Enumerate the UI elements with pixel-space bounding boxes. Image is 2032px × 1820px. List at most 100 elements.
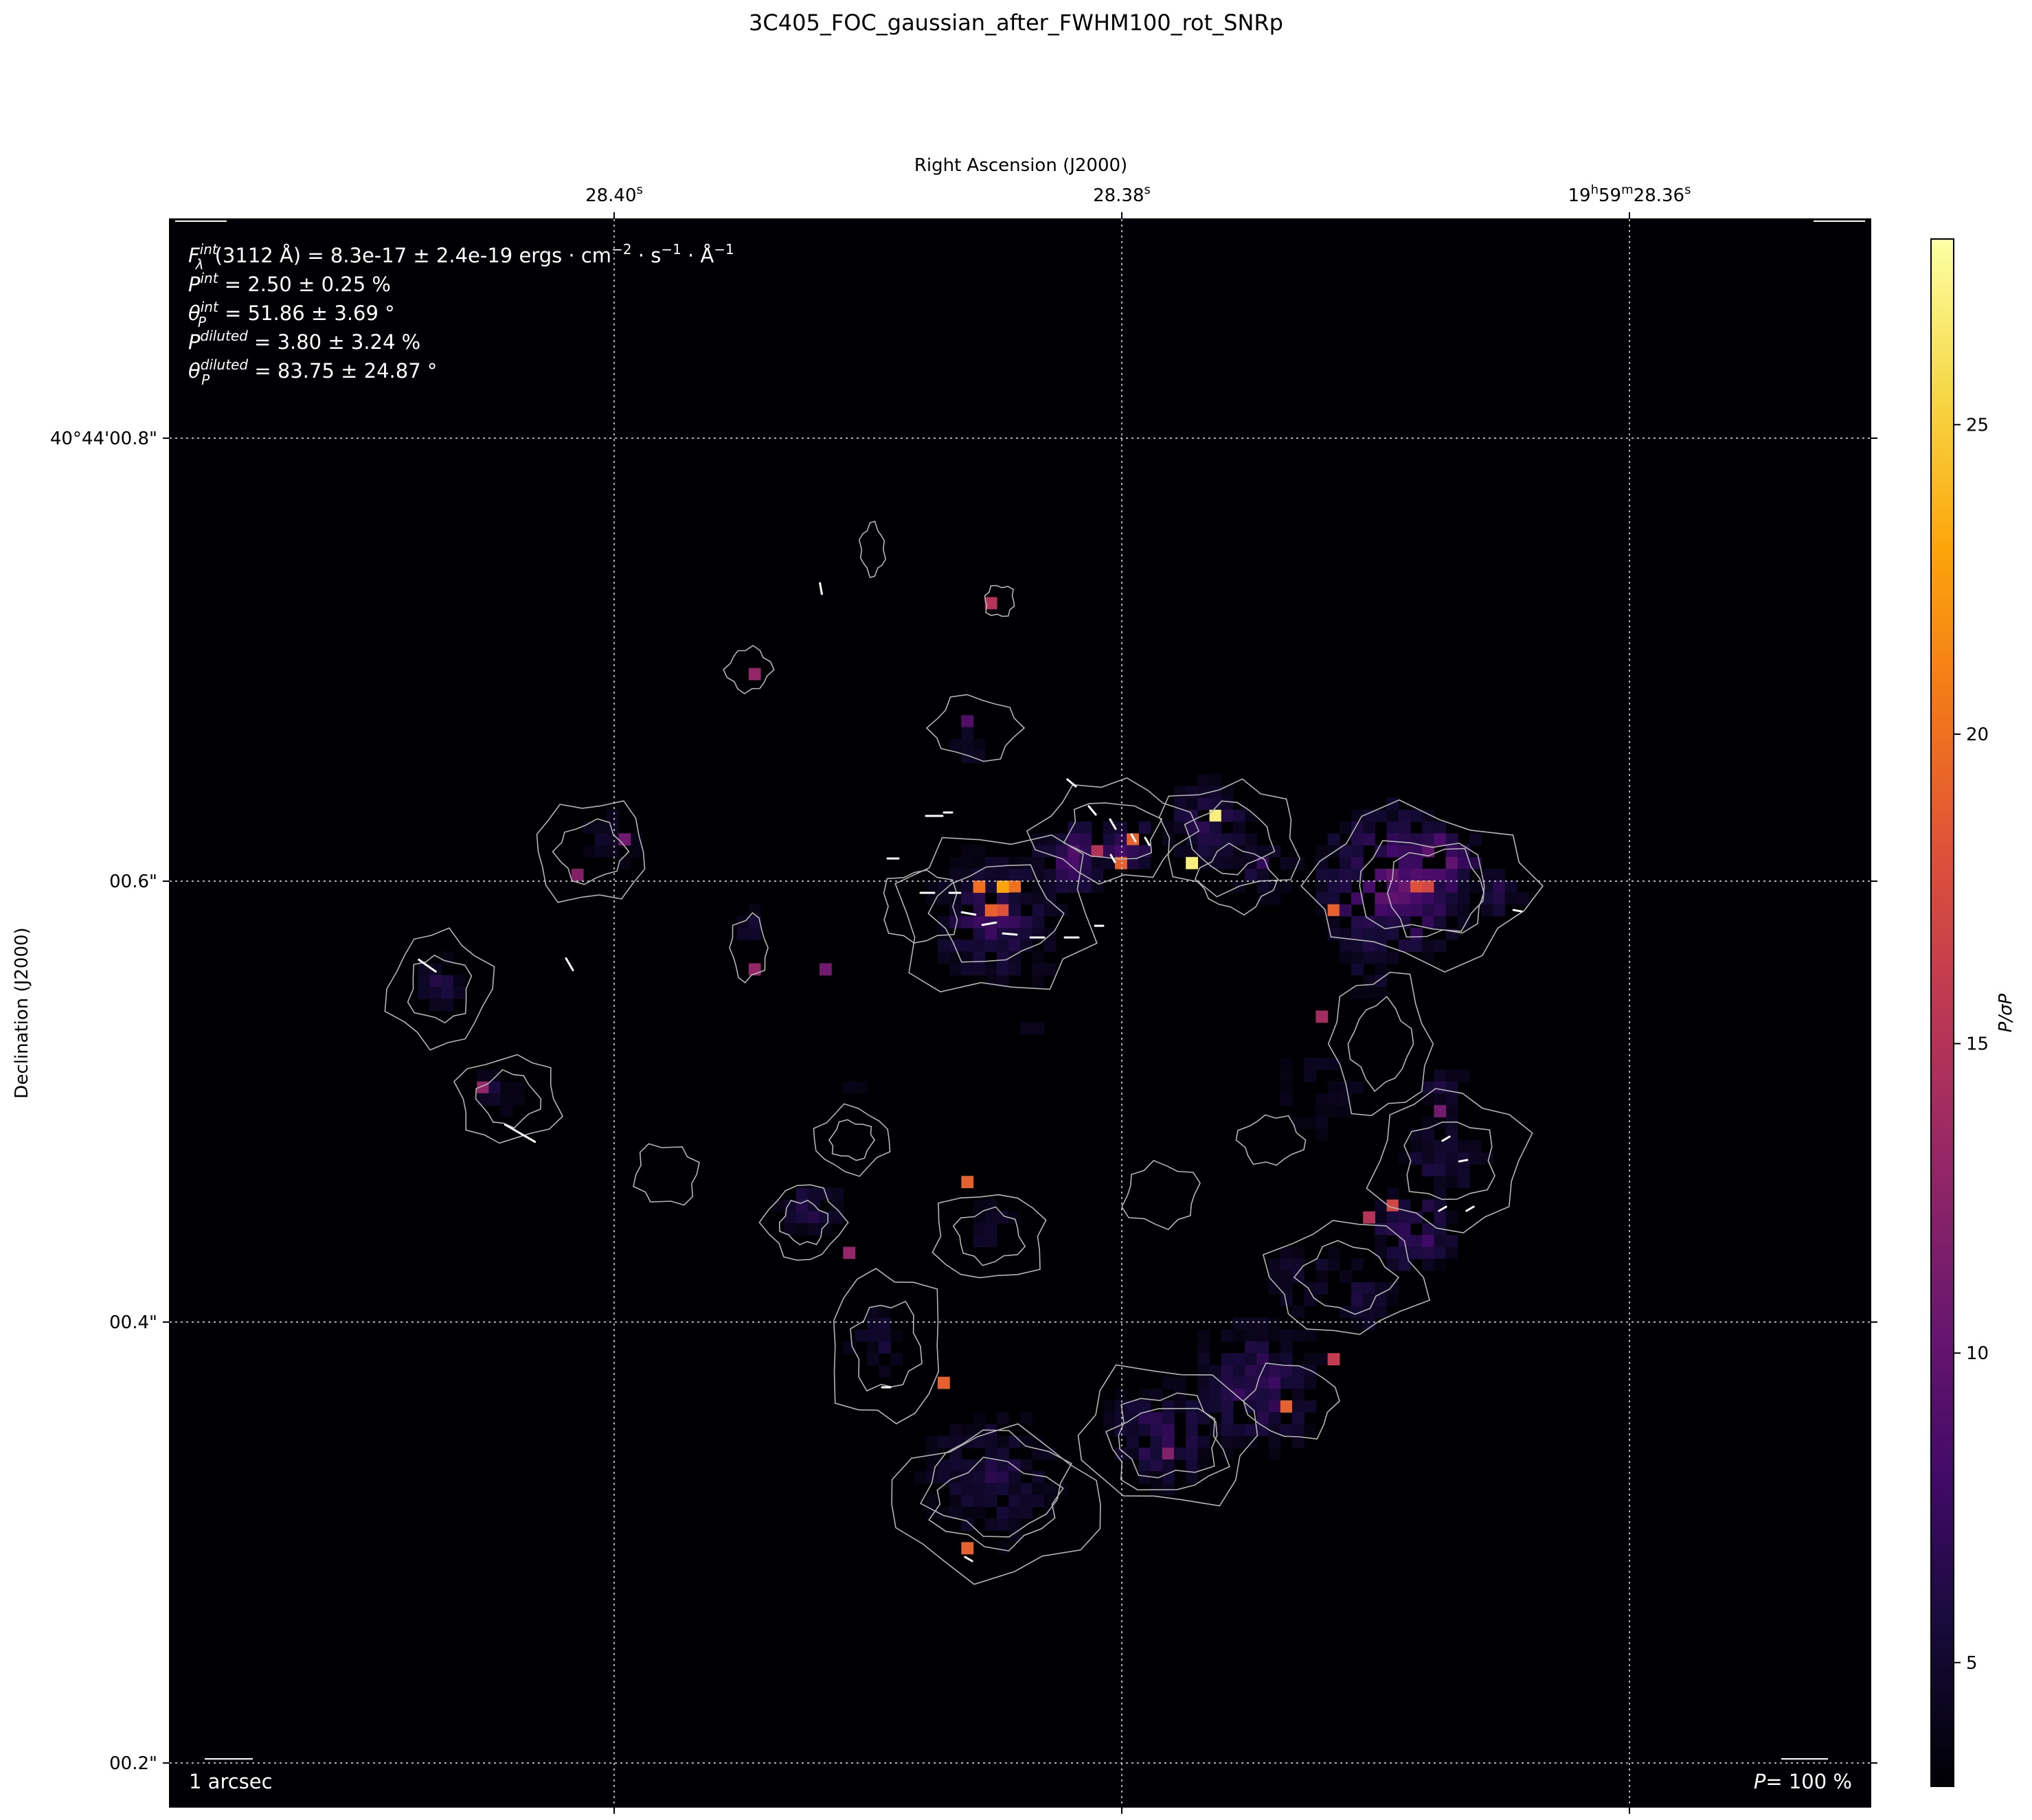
snr-pixel bbox=[1209, 797, 1222, 810]
snr-pixel bbox=[1150, 1435, 1163, 1448]
snr-pixel bbox=[1245, 845, 1257, 858]
stat-theta-diluted: θdiluted P = 83.75 ± 24.87 ° bbox=[188, 356, 437, 388]
snr-pixel bbox=[1162, 1400, 1175, 1413]
snr-pixel bbox=[984, 1518, 997, 1531]
snr-pixel bbox=[1008, 951, 1021, 964]
chart-title: 3C405_FOC_gaussian_after_FWHM100_rot_SNR… bbox=[749, 10, 1283, 36]
snr-pixel bbox=[1008, 1530, 1021, 1543]
snr-pixel bbox=[1008, 904, 1021, 917]
snr-pixel bbox=[1292, 1435, 1305, 1448]
snr-pixel bbox=[1351, 940, 1364, 952]
snr-pixel bbox=[1398, 821, 1411, 834]
snr-pixel bbox=[1032, 915, 1045, 929]
snr-pixel bbox=[1363, 1282, 1375, 1295]
snr-pixel bbox=[748, 928, 761, 940]
snr-pixel bbox=[1127, 845, 1139, 858]
snr-pixel bbox=[938, 892, 950, 905]
snr-pixel bbox=[1386, 915, 1399, 929]
snr-pixel bbox=[477, 1093, 489, 1106]
snr-pixel bbox=[1375, 1199, 1388, 1212]
snr-pixel bbox=[1445, 880, 1458, 893]
snr-pixel bbox=[1245, 1317, 1257, 1330]
snr-pixel bbox=[1186, 1471, 1198, 1483]
snr-pixel bbox=[1351, 821, 1364, 834]
snr-pixel bbox=[973, 738, 986, 751]
snr-pixel bbox=[1422, 1128, 1434, 1141]
snr-pixel bbox=[1386, 880, 1399, 893]
snr-pixel bbox=[1434, 833, 1447, 846]
snr-pixel bbox=[784, 1211, 797, 1224]
snr-pixel bbox=[1103, 856, 1116, 869]
snr-pixel bbox=[973, 1223, 986, 1236]
colorbar-tick-label-15: 15 bbox=[1966, 1034, 1989, 1055]
snr-pixel bbox=[984, 1211, 997, 1224]
snr-pixel bbox=[1043, 892, 1057, 905]
snr-pixel bbox=[1280, 1329, 1293, 1342]
snr-pixel bbox=[1245, 856, 1257, 869]
snr-pixel bbox=[997, 1542, 1009, 1555]
x-tick-label-2: 28.38s bbox=[1093, 183, 1151, 206]
snr-pixel bbox=[1162, 833, 1175, 846]
snr-pixel bbox=[1386, 1211, 1399, 1224]
snr-pixel bbox=[1197, 797, 1210, 810]
snr-pixel bbox=[607, 833, 620, 846]
snr-pixel bbox=[1186, 1459, 1198, 1472]
contour-line bbox=[1347, 996, 1414, 1092]
snr-pixel bbox=[961, 915, 974, 929]
snr-pixel bbox=[1316, 1010, 1329, 1023]
snr-pixel bbox=[1445, 1176, 1458, 1188]
snr-pixel bbox=[984, 1471, 997, 1483]
x-tick-label-1: 28.40s bbox=[585, 183, 643, 206]
snr-pixel bbox=[879, 1306, 891, 1319]
snr-pixel bbox=[1375, 951, 1388, 964]
snr-pixel bbox=[1386, 833, 1399, 846]
snr-pixel bbox=[1268, 1435, 1281, 1448]
snr-pixel bbox=[1304, 1400, 1316, 1413]
polarization-vector bbox=[1144, 837, 1151, 846]
snr-pixel bbox=[1043, 904, 1057, 917]
snr-pixel bbox=[997, 904, 1009, 917]
snr-pixel bbox=[1245, 869, 1257, 881]
snr-pixel bbox=[807, 1187, 820, 1201]
snr-pixel bbox=[973, 915, 986, 929]
snr-pixel bbox=[1280, 1058, 1293, 1070]
snr-pixel bbox=[1351, 963, 1364, 976]
snr-pixel bbox=[984, 1483, 997, 1496]
snr-pixel bbox=[1280, 1069, 1293, 1082]
snr-pixel bbox=[1351, 856, 1364, 869]
snr-pixel bbox=[1209, 833, 1222, 846]
snr-pixel bbox=[1138, 1412, 1151, 1424]
snr-pixel bbox=[1434, 892, 1447, 905]
contour-line bbox=[883, 869, 958, 944]
snr-pixel bbox=[820, 963, 832, 976]
snr-pixel bbox=[997, 880, 1009, 893]
snr-pixel bbox=[429, 975, 442, 988]
snr-pixel bbox=[961, 892, 974, 905]
snr-pixel bbox=[1410, 869, 1423, 881]
snr-pixel bbox=[429, 963, 442, 976]
colorbar: 5 10 15 20 25 P/σP bbox=[1930, 238, 2016, 1787]
snr-pixel bbox=[961, 1459, 974, 1472]
contour-line bbox=[475, 1069, 542, 1129]
snr-pixel bbox=[1032, 856, 1045, 869]
snr-pixel bbox=[1445, 833, 1458, 846]
snr-pixel bbox=[949, 1424, 962, 1437]
snr-pixel bbox=[961, 715, 974, 728]
snr-pixel bbox=[949, 963, 962, 976]
snr-pixel bbox=[1504, 892, 1517, 905]
snr-pixel bbox=[997, 915, 1009, 929]
snr-pixel bbox=[1221, 1376, 1234, 1389]
snr-pixel bbox=[595, 821, 607, 834]
snr-pixel bbox=[1209, 1424, 1222, 1437]
snr-pixel bbox=[453, 975, 466, 988]
snr-pixel bbox=[1221, 1400, 1234, 1413]
snr-pixel bbox=[1469, 880, 1482, 893]
snr-pixel bbox=[1209, 821, 1222, 834]
snr-pixel bbox=[973, 1435, 986, 1448]
snr-pixel bbox=[1422, 1235, 1434, 1247]
snr-pixel bbox=[866, 1341, 879, 1354]
snr-pixel bbox=[961, 880, 974, 893]
snr-pixel bbox=[441, 975, 454, 988]
snr-pixel bbox=[1008, 1211, 1021, 1224]
snr-pixel bbox=[1375, 869, 1388, 881]
